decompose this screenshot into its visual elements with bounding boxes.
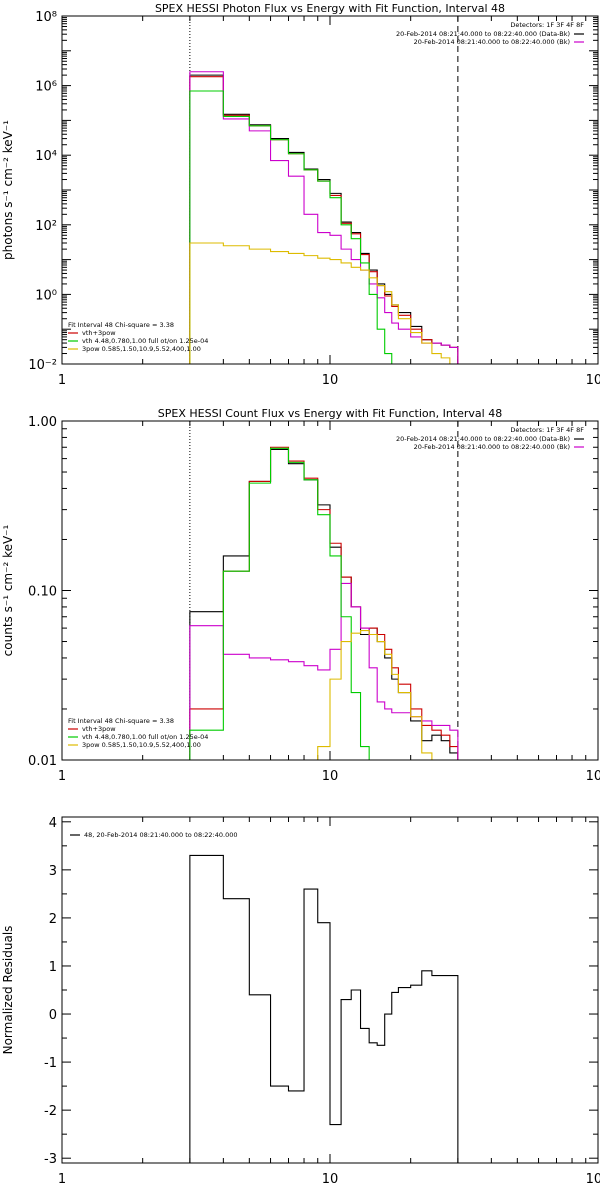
y-tick-label: 4 xyxy=(49,816,57,831)
chart-3: Normalized Residuals 1 10 100 -3 -2 -1 0 1 2 3 4 48,… xyxy=(1,816,600,1187)
series-group xyxy=(189,854,459,1163)
plot-frame xyxy=(61,816,599,1164)
y-tick-label: 10⁰ xyxy=(35,288,57,303)
x-tick-label: 10 xyxy=(322,1172,339,1187)
series-group xyxy=(189,446,459,760)
legend-entry-label: 20-Feb-2014 08:21:40.000 to 08:22:40.000… xyxy=(414,38,570,46)
plot-frame xyxy=(61,420,599,761)
chart-title: SPEX HESSI Photon Flux vs Energy with Fi… xyxy=(155,2,505,15)
plot-frame xyxy=(61,15,599,365)
series-vth xyxy=(189,447,370,760)
legend-entry-label: vth+3pow xyxy=(82,725,116,733)
y-tick-label: 0.10 xyxy=(28,585,57,600)
legend-entry-label: 3pow 0.585,1.50,10.9,5.52,400,1.00 xyxy=(82,345,201,353)
y-tick-label: -2 xyxy=(44,1104,57,1119)
series-48 xyxy=(189,854,459,1163)
y-tick-label: -1 xyxy=(44,1056,57,1071)
y-tick-label: 10⁴ xyxy=(35,149,57,164)
y-tick-label: 10⁻² xyxy=(28,358,57,373)
series--bk- xyxy=(189,582,459,760)
series-3pow xyxy=(189,242,459,364)
legend-entry-label: 3pow 0.585,1.50,10.9,5.52,400,1.00 xyxy=(82,741,201,749)
x-tick-label: 100 xyxy=(586,373,600,388)
series-3pow xyxy=(317,630,433,760)
legend-header: Detectors: 1F 3F 4F 8F xyxy=(510,426,584,434)
y-tick-label: 10² xyxy=(35,219,57,234)
legend-entry-label: 20-Feb-2014 08:21:40.000 to 08:22:40.000… xyxy=(396,435,570,443)
y-axis-label: photons s⁻¹ cm⁻² keV⁻¹ xyxy=(1,120,15,260)
y-tick-label: 1 xyxy=(49,960,57,975)
legend-entry-label: vth 4.48,0.780,1.00 full ot/on 1.25e-04 xyxy=(82,337,208,345)
y-axis-label: counts s⁻¹ cm⁻² keV⁻¹ xyxy=(1,524,15,656)
x-tick-label: 10 xyxy=(322,769,339,784)
x-tick-label: 10 xyxy=(322,373,339,388)
series-vth xyxy=(189,90,393,364)
legend-entry-label: 20-Feb-2014 08:21:40.000 to 08:22:40.000… xyxy=(396,30,570,38)
x-tick-label: 1 xyxy=(58,1172,66,1187)
legend-header: Detectors: 1F 3F 4F 8F xyxy=(510,21,584,29)
y-tick-label: 1.00 xyxy=(28,415,57,430)
series-vth-3pow xyxy=(189,76,459,364)
x-tick-label: 100 xyxy=(586,1172,600,1187)
y-tick-label: 10⁸ xyxy=(35,10,57,25)
y-tick-label: 0.01 xyxy=(28,754,57,769)
y-axis-label: Normalized Residuals xyxy=(1,926,15,1055)
series-group xyxy=(189,71,459,364)
legend-entry-label: vth+3pow xyxy=(82,329,116,337)
chart-2: SPEX HESSI Count Flux vs Energy with Fit… xyxy=(1,407,600,784)
x-tick-label: 1 xyxy=(58,769,66,784)
x-tick-label: 100 xyxy=(586,769,600,784)
y-tick-label: 3 xyxy=(49,864,57,879)
y-tick-label: 2 xyxy=(49,912,57,927)
x-tick-label: 1 xyxy=(58,373,66,388)
legend-entry-label: 48, 20-Feb-2014 08:21:40.000 to 08:22:40… xyxy=(84,831,237,839)
legend-header: Fit Interval 48 Chi-square = 3.38 xyxy=(68,717,174,725)
chart-title: SPEX HESSI Count Flux vs Energy with Fit… xyxy=(158,407,502,420)
chart-1: SPEX HESSI Photon Flux vs Energy with Fi… xyxy=(1,2,600,388)
y-tick-label: 0 xyxy=(49,1008,57,1023)
legend-entry-label: 20-Feb-2014 08:21:40.000 to 08:22:40.000… xyxy=(414,443,570,451)
legend-entry-label: vth 4.48,0.780,1.00 full ot/on 1.25e-04 xyxy=(82,733,208,741)
legend-header: Fit Interval 48 Chi-square = 3.38 xyxy=(68,321,174,329)
series-vth-3pow xyxy=(189,446,459,760)
series--data-bk- xyxy=(189,448,459,760)
y-tick-label: -3 xyxy=(44,1152,57,1167)
y-tick-label: 10⁶ xyxy=(35,80,57,95)
